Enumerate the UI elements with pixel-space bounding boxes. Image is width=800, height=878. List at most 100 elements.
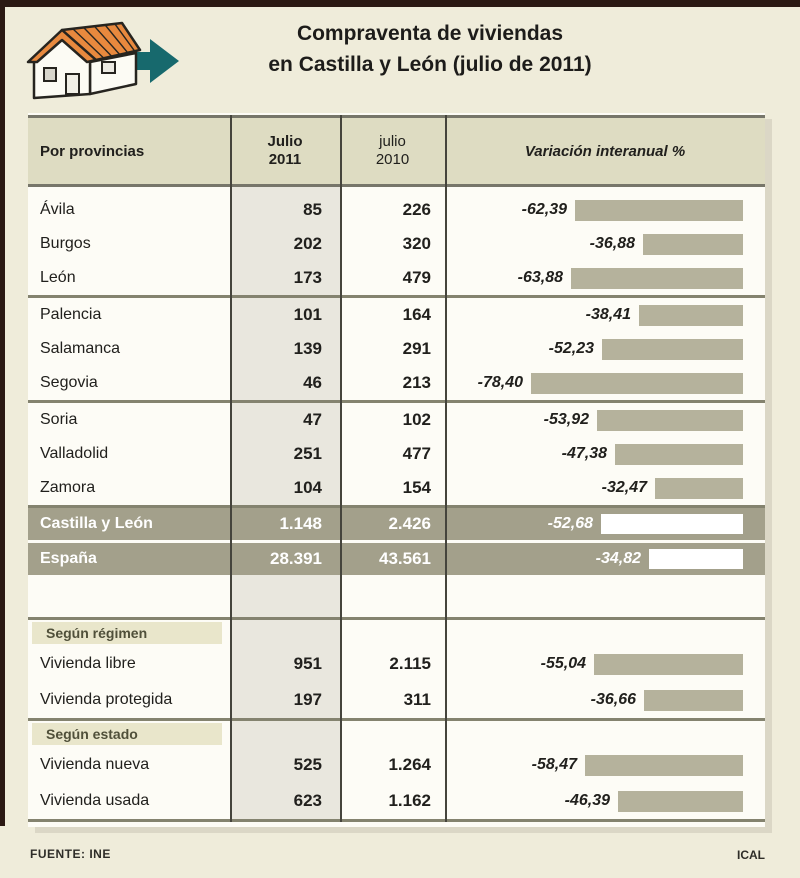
row-label: Vivienda protegida — [40, 691, 173, 708]
table-row: España 28.391 43.561 -34,82 — [28, 543, 765, 575]
header-jul2010: julio 2010 — [340, 133, 445, 169]
row-label: Burgos — [40, 235, 91, 252]
variation-label: -63,88 — [517, 269, 563, 286]
variation-cell: -34,82 — [445, 549, 765, 569]
value-jul2011: 202 — [293, 234, 322, 253]
value-jul2010: 226 — [402, 200, 431, 219]
variation-bar — [602, 338, 743, 360]
table-row: Segovia 46 213 -78,40 — [28, 366, 765, 400]
group-separator — [28, 295, 765, 298]
variation-label: -78,40 — [477, 374, 523, 391]
row-label: España — [40, 550, 97, 567]
variation-bar — [594, 653, 743, 675]
variation-cell: -52,68 — [445, 514, 765, 534]
value-jul2010: 1.162 — [388, 791, 431, 810]
header-jul2011-line2: 2011 — [268, 151, 302, 168]
variation-label: -34,82 — [595, 550, 641, 567]
variation-label: -55,04 — [540, 655, 586, 672]
value-jul2010: 320 — [402, 234, 431, 253]
variation-bar — [639, 304, 743, 326]
value-jul2011: 197 — [293, 690, 322, 709]
variation-bar — [649, 549, 743, 569]
arrow-right-icon — [132, 39, 179, 83]
row-label: León — [40, 269, 76, 286]
window-icon — [43, 67, 57, 82]
data-table: Por provincias Julio 2011 julio 2010 Var… — [28, 113, 765, 827]
variation-cell: -53,92 — [445, 409, 765, 431]
table-row: Castilla y León 1.148 2.426 -52,68 — [28, 508, 765, 540]
variation-bar — [585, 754, 743, 776]
value-jul2010: 43.561 — [379, 549, 431, 568]
variation-bar — [575, 199, 743, 221]
table-row: Ávila 85 226 -62,39 — [28, 193, 765, 227]
row-label: Castilla y León — [40, 515, 153, 532]
table-row: Vivienda protegida 197 311 -36,66 — [28, 682, 765, 718]
variation-bar — [601, 514, 743, 534]
value-jul2011: 1.148 — [279, 514, 322, 533]
variation-label: -52,23 — [548, 340, 594, 357]
table-row: León 173 479 -63,88 — [28, 261, 765, 295]
variation-cell: -55,04 — [445, 653, 765, 675]
value-jul2010: 102 — [402, 410, 431, 429]
header-jul2010-line1: julio — [379, 133, 406, 150]
table-body: Ávila 85 226 -62,39 Burgos 202 320 -36,88 León 17… — [28, 187, 765, 822]
variation-bar — [615, 443, 743, 465]
value-jul2010: 2.115 — [389, 654, 431, 673]
table-row: Salamanca 139 291 -52,23 — [28, 332, 765, 366]
group-separator — [28, 718, 765, 721]
value-jul2010: 291 — [402, 339, 431, 358]
table-row: Soria 47 102 -53,92 — [28, 403, 765, 437]
credit-label: ICAL — [737, 848, 765, 862]
masthead: Compraventa de viviendas en Castilla y L… — [0, 6, 800, 106]
title-line-2: en Castilla y León (julio de 2011) — [268, 53, 592, 76]
variation-label: -36,66 — [590, 691, 636, 708]
variation-label: -52,68 — [547, 515, 593, 532]
variation-cell: -36,88 — [445, 233, 765, 255]
row-label: Zamora — [40, 479, 96, 496]
variation-cell: -38,41 — [445, 304, 765, 326]
variation-bar — [571, 267, 743, 289]
header-jul2011-line1: Julio — [267, 133, 303, 150]
left-border-strip — [0, 0, 5, 826]
source-label: FUENTE: INE — [30, 847, 111, 861]
value-jul2010: 311 — [403, 690, 431, 709]
variation-label: -46,39 — [564, 792, 610, 809]
table-row: Vivienda nueva 525 1.264 -58,47 — [28, 747, 765, 783]
variation-cell: -62,39 — [445, 199, 765, 221]
variation-cell: -32,47 — [445, 477, 765, 499]
value-jul2011: 623 — [293, 791, 322, 810]
row-label: Palencia — [40, 306, 102, 323]
section-label: Según estado — [32, 723, 222, 745]
value-jul2010: 154 — [402, 478, 431, 497]
value-jul2011: 251 — [293, 444, 322, 463]
header-variation: Variación interanual % — [524, 142, 686, 160]
table-spacer — [28, 575, 765, 617]
value-jul2011: 104 — [293, 478, 322, 497]
value-jul2010: 213 — [402, 373, 431, 392]
header-jul2011: Julio 2011 — [230, 133, 340, 169]
variation-cell: -46,39 — [445, 790, 765, 812]
table-row: Valladolid 251 477 -47,38 — [28, 437, 765, 471]
value-jul2010: 1.264 — [388, 755, 431, 774]
section-header-row: Según estado — [28, 721, 765, 747]
value-jul2010: 164 — [402, 305, 431, 324]
value-jul2010: 477 — [402, 444, 431, 463]
header-provinces: Por provincias — [40, 142, 145, 160]
value-jul2010: 479 — [402, 268, 431, 287]
group-separator — [28, 617, 765, 620]
section-header-row: Según régimen — [28, 620, 765, 646]
column-divider — [230, 115, 232, 822]
variation-label: -62,39 — [521, 201, 567, 218]
value-jul2011: 525 — [293, 755, 322, 774]
totals-gap — [28, 540, 765, 543]
variation-label: -53,92 — [543, 411, 589, 428]
row-label: Ávila — [40, 201, 75, 218]
value-jul2011: 101 — [293, 305, 322, 324]
jul2011-column-shade — [231, 187, 340, 819]
row-label: Vivienda nueva — [40, 756, 150, 773]
variation-cell: -78,40 — [445, 372, 765, 394]
variation-label: -36,88 — [589, 235, 635, 252]
value-jul2011: 139 — [293, 339, 322, 358]
variation-bar — [644, 689, 743, 711]
column-divider — [445, 115, 447, 822]
